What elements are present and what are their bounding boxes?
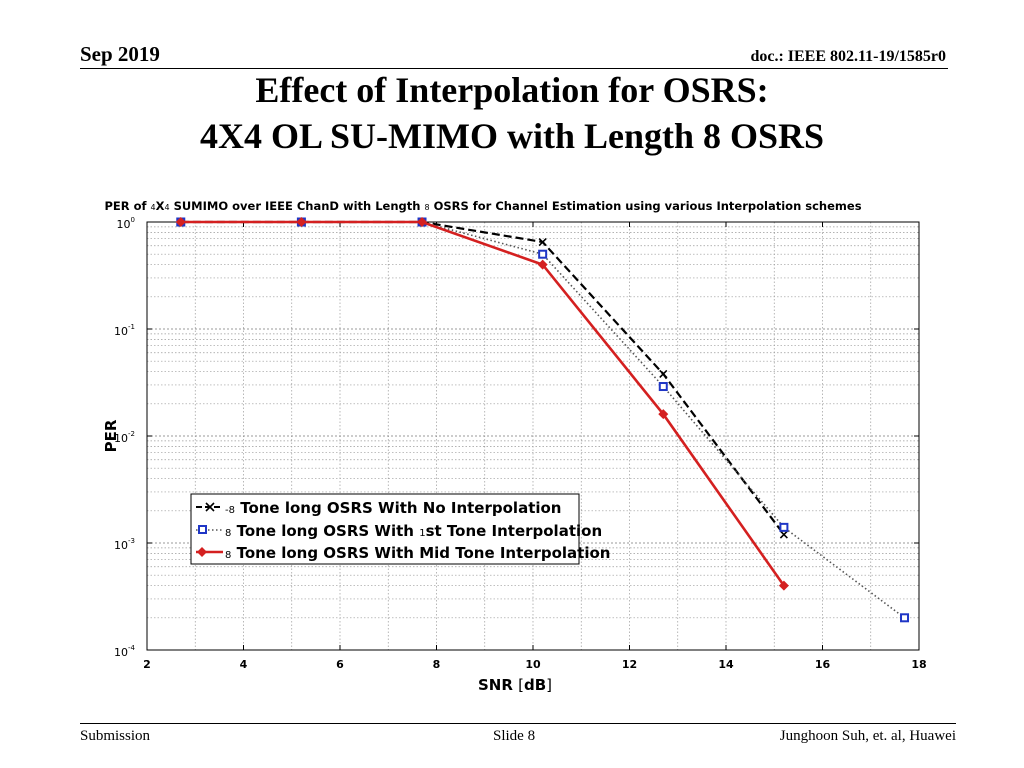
x-tick-label: 8	[433, 658, 441, 671]
footer-submission: Submission	[80, 728, 151, 744]
header-divider	[80, 68, 948, 69]
data-point-no-interpolation	[659, 369, 668, 379]
data-point-1st-tone-interpolation	[538, 249, 548, 259]
y-axis-label: PER	[102, 419, 120, 452]
chart-title-part: 4	[164, 203, 169, 212]
legend-box	[190, 493, 580, 565]
y-tick-label: 10-3	[114, 537, 135, 552]
data-point-mid-tone-interpolation	[417, 217, 428, 227]
x-tick-label: 16	[815, 658, 831, 671]
x-tick-label: 2	[143, 658, 151, 671]
chart-title-part: X	[156, 199, 165, 213]
chart-title-part: 8	[424, 203, 429, 212]
x-axis-labels: 2 4 6 8 10 12 14 16 18	[143, 658, 926, 671]
data-point-mid-tone-interpolation	[658, 409, 669, 420]
x-tick-label: 6	[336, 658, 344, 671]
footer-slide-number: Slide 8	[493, 728, 536, 744]
chart-title-part: OSRS for Channel Estimation using variou…	[430, 199, 862, 213]
per-chart: PER of 4X4 SUMIMO over IEEE ChanD with L…	[102, 199, 927, 694]
x-tick-label: 14	[718, 658, 734, 671]
data-point-mid-tone-interpolation	[175, 217, 186, 227]
data-point-no-interpolation	[779, 530, 788, 539]
chart-title: PER of 4X4 SUMIMO over IEEE ChanD with L…	[104, 199, 861, 213]
data-point-mid-tone-interpolation	[296, 217, 307, 227]
data-point-mid-tone-interpolation	[537, 259, 548, 270]
y-tick-label: 10-2	[114, 430, 135, 445]
legend-label-1st-tone: 8 Tone long OSRS With 1st Tone Interpola…	[225, 522, 602, 540]
series-layer	[175, 217, 910, 623]
y-axis-labels: 100 10-1 10-2 10-3 10-4	[114, 216, 136, 659]
legend-marker-square	[198, 525, 207, 534]
x-tick-label: 10	[525, 658, 541, 671]
data-point-1st-tone-interpolation	[779, 522, 789, 532]
legend: -8 Tone long OSRS With No Interpolation …	[190, 493, 610, 565]
slide-title-line-2: 4X4 OL SU-MIMO with Length 8 OSRS	[199, 116, 825, 156]
y-tick-label: 10-1	[114, 323, 135, 338]
x-tick-label: 12	[622, 658, 637, 671]
data-point-no-interpolation	[538, 237, 547, 247]
x-tick-label: 4	[240, 658, 248, 671]
footer-divider	[80, 723, 956, 724]
series-line-no-interpolation	[180, 220, 785, 536]
legend-marker-x	[205, 502, 215, 512]
x-tick-label: 18	[911, 658, 926, 671]
y-tick-label: 10-4	[114, 644, 136, 659]
grid	[147, 222, 919, 650]
data-point-1st-tone-interpolation	[658, 382, 668, 392]
slide-title-line-1: Effect of Interpolation for OSRS:	[255, 70, 769, 110]
data-point-mid-tone-interpolation	[778, 580, 789, 591]
series-line-mid-tone-interpolation	[180, 220, 785, 587]
x-axis-label: SNR [dB]	[478, 676, 552, 694]
legend-label-mid-tone: 8 Tone long OSRS With Mid Tone Interpola…	[225, 544, 610, 562]
chart-title-part: SUMIMO over IEEE ChanD with Length	[170, 199, 425, 213]
header-doc-id: doc.: IEEE 802.11-19/1585r0	[750, 48, 946, 65]
legend-label-no-interp: -8 Tone long OSRS With No Interpolation	[225, 499, 561, 517]
footer-authors: Junghoon Suh, et. al, Huawei	[779, 728, 956, 744]
chart-title-part: 4	[151, 203, 156, 212]
y-tick-label: 100	[117, 216, 135, 231]
data-point-1st-tone-interpolation	[900, 613, 910, 623]
legend-marker-diamond	[197, 547, 207, 557]
header-date: Sep 2019	[80, 42, 160, 66]
chart-title-part: PER of	[104, 199, 150, 213]
